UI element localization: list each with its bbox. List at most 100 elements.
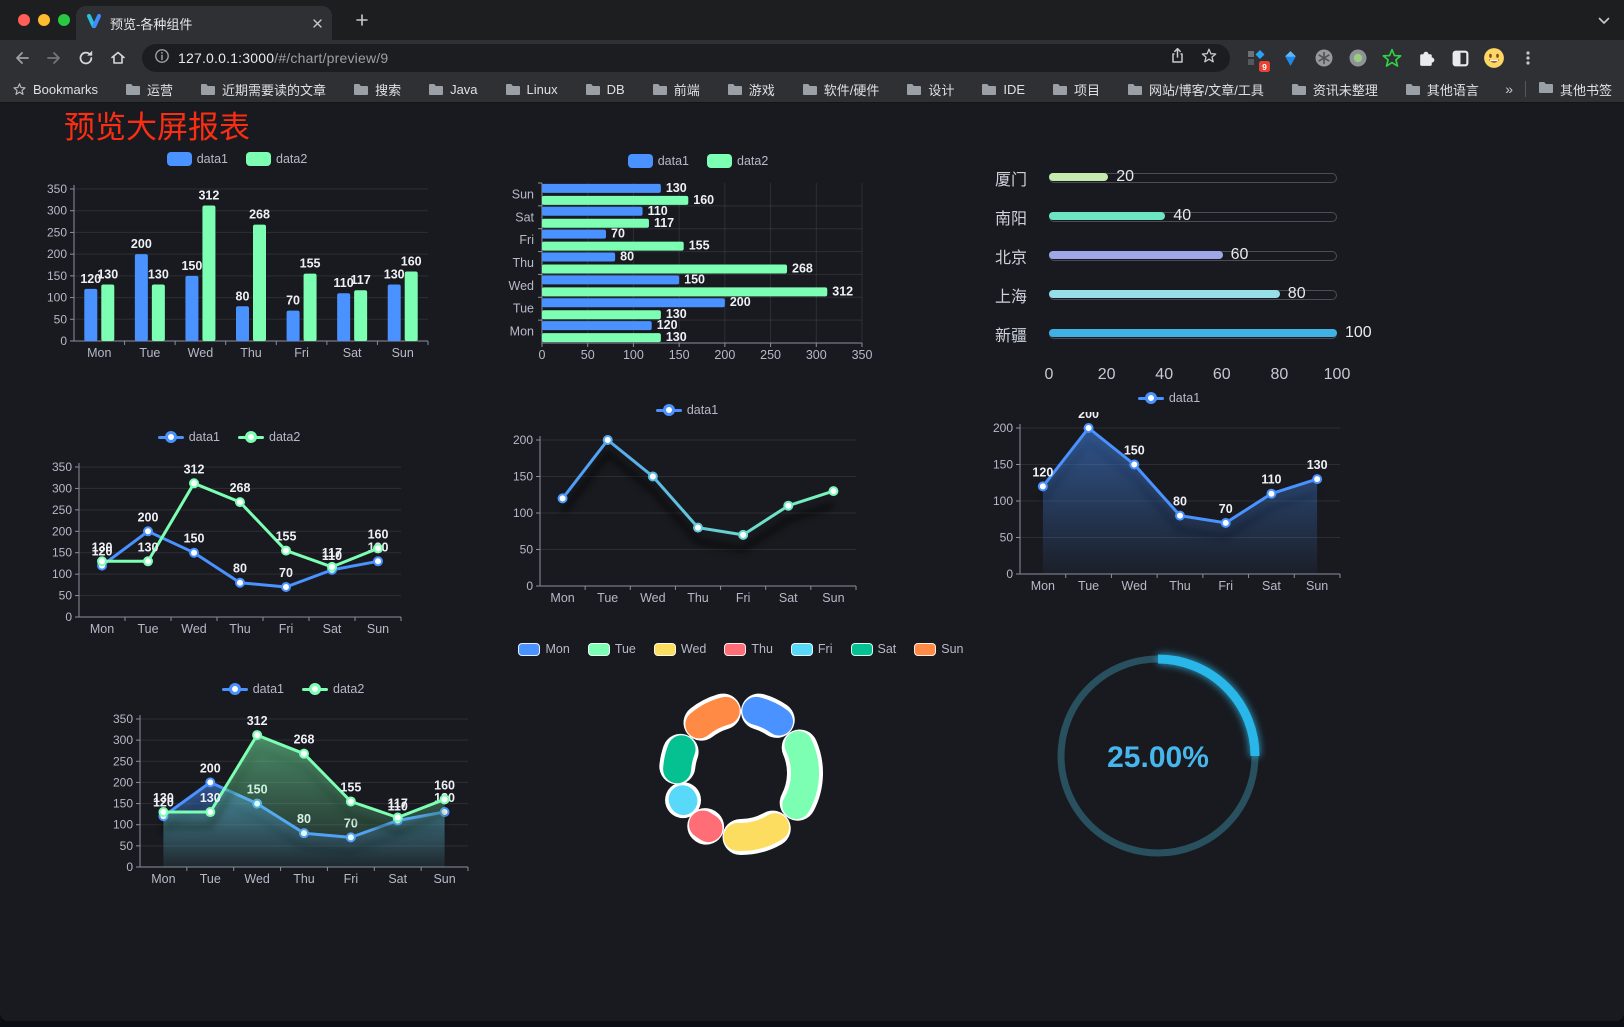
bookmark-folder[interactable]: IDE [981, 80, 1025, 99]
extension-grid-icon[interactable]: 9 [1244, 46, 1270, 72]
share-button[interactable] [1169, 47, 1186, 69]
svg-text:160: 160 [434, 778, 455, 792]
bookmark-folder[interactable]: 其他语言 [1405, 80, 1479, 99]
bookmark-folder[interactable]: 资讯未整理 [1291, 80, 1378, 99]
svg-text:130: 130 [1307, 458, 1328, 472]
back-button[interactable] [8, 44, 36, 72]
browser-menu-button[interactable] [1516, 46, 1540, 70]
svg-text:50: 50 [1000, 531, 1014, 545]
legend-item[interactable]: Thu [724, 642, 773, 656]
svg-text:100: 100 [113, 818, 133, 832]
bookmark-star-button[interactable] [1200, 47, 1218, 70]
extension-star-icon[interactable] [1380, 46, 1404, 70]
folder-icon [1405, 83, 1420, 95]
svg-text:350: 350 [852, 348, 873, 362]
bookmark-folder[interactable]: 前端 [652, 80, 700, 99]
chart-grouped-bar: data1 data2 0 50 100 150 200 250 300 350 Mon Tue Wed… [38, 151, 436, 363]
extensions-puzzle-icon[interactable] [1414, 46, 1438, 70]
legend-item[interactable]: data1 [157, 430, 220, 444]
folder-icon [652, 83, 667, 95]
svg-text:130: 130 [97, 268, 118, 282]
other-bookmarks-folder[interactable]: 其他书签 [1538, 80, 1612, 99]
bookmark-folder[interactable]: 网站/博客/文章/工具 [1127, 80, 1264, 99]
profile-avatar[interactable] [1482, 46, 1506, 70]
bookmarks-overflow-chevron[interactable]: » [1505, 81, 1513, 97]
svg-text:312: 312 [832, 284, 853, 298]
progress-value: 20 [1116, 168, 1134, 185]
svg-text:250: 250 [47, 225, 67, 239]
folder-icon [201, 83, 216, 95]
extension-gem-icon[interactable] [1278, 46, 1302, 70]
site-info-icon[interactable] [154, 48, 170, 69]
home-button[interactable] [104, 44, 132, 72]
legend-item[interactable]: Wed [653, 642, 706, 656]
legend-item[interactable]: Tue [587, 642, 636, 656]
svg-text:0: 0 [65, 610, 72, 624]
legend-item[interactable]: data1 [166, 152, 228, 166]
tabstrip-chevron-icon[interactable] [1598, 12, 1610, 30]
chart-week-donut: Mon Tue Wed Thu Fri Sat Sun [518, 641, 964, 887]
new-tab-button[interactable] [350, 8, 374, 32]
svg-text:130: 130 [92, 540, 113, 554]
legend-item[interactable]: data2 [238, 430, 300, 444]
bookmark-folder[interactable]: DB [585, 80, 625, 99]
forward-button[interactable] [40, 44, 68, 72]
legend-item[interactable]: Fri [790, 642, 833, 656]
svg-text:Sun: Sun [512, 187, 534, 201]
extensions-area: 9 [1244, 46, 1540, 72]
svg-text:Thu: Thu [512, 256, 534, 270]
bookmark-folder[interactable]: 游戏 [727, 80, 775, 99]
bookmark-folder[interactable]: 软件/硬件 [802, 80, 879, 99]
svg-text:Sat: Sat [779, 591, 798, 605]
svg-text:155: 155 [689, 239, 710, 253]
reload-button[interactable] [72, 44, 100, 72]
progress-row: 北京 60 [995, 246, 1337, 267]
svg-text:Sun: Sun [1306, 579, 1328, 593]
svg-text:110: 110 [334, 276, 354, 290]
svg-text:100: 100 [52, 567, 72, 581]
extension-asterisk-icon[interactable] [1312, 46, 1336, 70]
minimize-window-button[interactable] [38, 14, 50, 26]
legend-item[interactable]: data2 [302, 682, 364, 696]
bookmark-folder[interactable]: 运营 [125, 80, 173, 99]
bookmark-folder[interactable]: Java [428, 80, 478, 99]
legend-item[interactable]: data1 [627, 154, 689, 168]
svg-text:Tue: Tue [1078, 579, 1099, 593]
svg-text:200: 200 [113, 775, 133, 789]
legend-item[interactable]: Mon [518, 642, 570, 656]
close-window-button[interactable] [18, 14, 30, 26]
svg-text:120: 120 [92, 545, 113, 559]
extension-sidebar-icon[interactable] [1448, 46, 1472, 70]
tab-close-icon[interactable] [313, 16, 322, 31]
bookmarks-manager-item[interactable]: Bookmarks [12, 82, 98, 97]
bookmark-folder[interactable]: 设计 [906, 80, 954, 99]
bookmark-folder[interactable]: 项目 [1052, 80, 1100, 99]
svg-text:200: 200 [47, 247, 67, 261]
legend-item[interactable]: data1 [655, 403, 718, 417]
chart-legend: data1 [506, 402, 868, 418]
legend-item[interactable]: Sat [850, 642, 896, 656]
legend-item[interactable]: data2 [246, 152, 307, 166]
svg-text:Sat: Sat [515, 210, 534, 224]
legend-item[interactable]: data1 [221, 682, 284, 696]
legend-item[interactable]: data2 [707, 154, 768, 168]
svg-text:155: 155 [300, 257, 321, 271]
folder-icon [1538, 82, 1553, 93]
svg-text:Wed: Wed [181, 622, 207, 636]
legend-item[interactable]: data1 [1137, 391, 1200, 405]
svg-text:200: 200 [131, 237, 152, 251]
address-bar[interactable]: 127.0.0.1:3000/#/chart/preview/9 [142, 44, 1230, 72]
svg-text:Mon: Mon [151, 872, 175, 886]
bookmark-folder[interactable]: Linux [505, 80, 558, 99]
svg-text:130: 130 [148, 268, 169, 282]
svg-text:150: 150 [113, 797, 133, 811]
bookmark-folder[interactable]: 搜索 [353, 80, 401, 99]
bookmark-folder[interactable]: 近期需要读的文章 [200, 80, 326, 99]
window-controls[interactable] [18, 14, 70, 26]
legend-item[interactable]: Sun [914, 642, 964, 656]
extension-dot-icon[interactable] [1346, 46, 1370, 70]
svg-text:160: 160 [368, 527, 389, 541]
svg-text:155: 155 [340, 780, 361, 794]
browser-tab[interactable]: 预览-各种组件 [76, 6, 332, 40]
maximize-window-button[interactable] [58, 14, 70, 26]
